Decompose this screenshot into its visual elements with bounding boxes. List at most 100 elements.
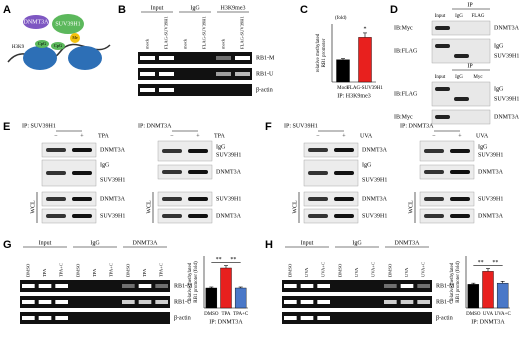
x-label: IP: H3K9me3	[337, 93, 371, 99]
row-label: SUV39H1	[100, 177, 125, 183]
panel-letter: D	[390, 4, 398, 16]
gel-band	[122, 300, 135, 304]
sign-label: +	[458, 133, 462, 139]
blot	[41, 208, 97, 224]
group-label: IgG	[90, 240, 100, 246]
ib-label: IB:FLAG	[394, 48, 418, 54]
gel-band	[235, 56, 250, 60]
lane-label: FLAG-SUV39H1	[202, 15, 207, 49]
gel-band	[400, 300, 414, 304]
y-label: RB1 promoter (fold)	[456, 261, 461, 303]
category-label: TPA+C	[233, 312, 249, 317]
gel-strip	[138, 68, 252, 80]
wcl-label: WCL	[146, 200, 152, 214]
lane-label: UVA+C	[421, 262, 426, 277]
significance: **	[492, 260, 498, 266]
gel-band	[38, 300, 52, 304]
row-label: DNMT3A	[100, 147, 126, 153]
blot	[41, 191, 97, 207]
blot-band	[188, 149, 208, 153]
blot-band	[334, 214, 354, 218]
panel-letter: G	[3, 239, 12, 251]
blot-band	[435, 26, 450, 30]
lane-label: mock	[145, 38, 150, 49]
gel-band	[55, 284, 68, 288]
lane-label: FLAG	[471, 14, 484, 19]
lane-label: DMSO	[25, 263, 30, 277]
lane-label: TPA	[142, 268, 147, 277]
schematic-label: CpG	[38, 41, 47, 46]
lane-label: UVA+C	[371, 262, 376, 277]
lane-label: Input	[435, 75, 446, 80]
gel-strip	[20, 280, 170, 292]
schematic-label: DNMT3A	[24, 19, 50, 25]
gel-strip	[138, 52, 252, 64]
row-label: SUV39H1	[478, 152, 503, 158]
group-label: DNMT3A	[395, 240, 421, 246]
blot	[303, 208, 359, 224]
gel-band	[55, 316, 68, 320]
gel-band	[317, 284, 330, 288]
y-label: RB1 promoter	[322, 38, 327, 67]
blot	[419, 191, 475, 207]
row-label: DNMT3A	[362, 147, 388, 153]
gel-band	[138, 284, 152, 288]
x-label: IP: DNMT3A	[209, 319, 243, 325]
sign-label: +	[80, 133, 84, 139]
gel-strip	[282, 312, 432, 324]
blot-band	[450, 197, 470, 201]
schematic-label: H3K9	[12, 45, 25, 50]
wcl-label: WCL	[292, 200, 298, 214]
y-label: relative methylated	[450, 262, 455, 301]
row-label: SUV39H1	[216, 196, 241, 202]
blot-band	[72, 197, 92, 201]
blot-band	[308, 197, 328, 201]
significance: **	[478, 260, 484, 266]
row-label: IgG	[494, 86, 504, 92]
ip-label: IP: SUV39H1	[22, 123, 56, 129]
gel-strip	[20, 296, 170, 308]
ib-label: IB:Myc	[394, 114, 413, 120]
blot-band	[334, 148, 354, 152]
blot-band	[334, 197, 354, 201]
blot-band	[424, 170, 444, 174]
category-label: TPA	[222, 312, 231, 317]
blot-band	[72, 148, 92, 152]
significance: *	[364, 26, 367, 32]
blot-band	[424, 197, 444, 201]
blot-band	[334, 171, 354, 175]
blot	[419, 208, 475, 224]
blot-band	[450, 214, 470, 218]
sign-label: −	[432, 133, 436, 139]
blot	[303, 142, 359, 158]
gel-band	[216, 56, 231, 60]
row-label: DNMT3A	[216, 213, 242, 219]
x-label: IP: DNMT3A	[471, 319, 505, 325]
lane-label: DMSO	[75, 263, 80, 277]
gel-band	[140, 72, 155, 76]
gel-band	[400, 284, 414, 288]
blot	[431, 81, 491, 107]
blot	[431, 38, 491, 64]
blot	[41, 142, 97, 158]
bar	[358, 37, 372, 83]
panel-letter: E	[3, 121, 10, 133]
lane-label: DMSO	[387, 263, 392, 277]
blot-band	[46, 197, 66, 201]
blot-band	[454, 97, 469, 101]
blot-band	[308, 148, 328, 152]
row-label: DNMT3A	[494, 114, 520, 120]
gel-band	[317, 300, 330, 304]
row-label: SUV39H1	[100, 213, 125, 219]
category-label: UVA	[483, 312, 494, 317]
lane-label: TPA+C	[59, 263, 64, 277]
lane-label: UVA	[354, 267, 359, 277]
gel-band	[159, 72, 174, 76]
schematic-label: SUV39H1	[55, 21, 80, 27]
lane-label: DMSO	[337, 263, 342, 277]
blot-band	[46, 214, 66, 218]
lane-label: DMSO	[287, 263, 292, 277]
gel-band	[22, 284, 35, 288]
gel-band	[216, 72, 231, 76]
blot	[157, 164, 213, 180]
